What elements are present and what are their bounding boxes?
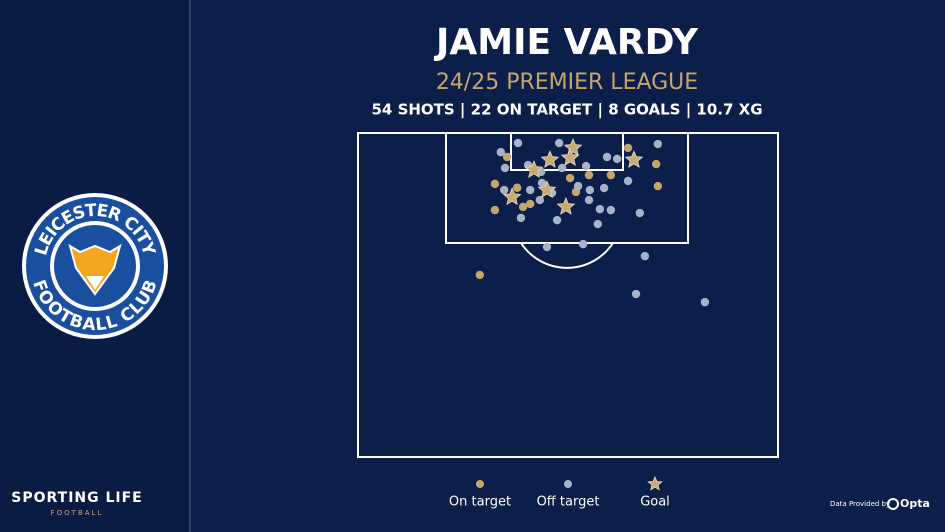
shot-marker [623, 143, 633, 153]
shot-marker [606, 170, 616, 180]
shot-marker [476, 480, 484, 488]
shots [475, 138, 710, 307]
goal-marker [502, 187, 522, 206]
goal-marker [540, 150, 560, 168]
shot-marker [475, 270, 484, 280]
shot-marker [518, 202, 528, 212]
shot-marker [526, 185, 535, 195]
shot-marker [535, 195, 545, 205]
data-provider: Opta [900, 497, 930, 510]
shot-marker [526, 199, 535, 209]
shot-marker [513, 138, 523, 148]
shot-marker [578, 239, 588, 249]
goal-marker [624, 150, 644, 168]
shot-marker [595, 204, 605, 214]
shot-marker [502, 152, 512, 162]
shot-marker [700, 297, 710, 307]
goal-marker [647, 475, 663, 491]
brand: SPORTING LIFE [11, 490, 143, 506]
shot-marker [512, 183, 522, 192]
shot-marker [496, 147, 505, 157]
goal-marker [563, 138, 583, 156]
provider-logo [887, 498, 899, 510]
chart-subtitle: 24/25 PREMIER LEAGUE [436, 70, 698, 95]
shot-marker [490, 179, 500, 189]
shot-marker [542, 242, 552, 252]
goal-marker [524, 160, 544, 178]
shot-marker [585, 185, 595, 195]
shot-marker [640, 251, 650, 261]
shot-marker [602, 152, 612, 162]
fox-head [68, 243, 122, 296]
chart-title: JAMIE VARDY [433, 22, 699, 63]
shot-marker [652, 159, 661, 169]
legend-label: On target [449, 495, 511, 510]
shot-marker [554, 138, 564, 148]
shot-marker [584, 170, 594, 180]
goal-marker [537, 180, 557, 199]
stats-line: 54 SHOTS | 22 ON TARGET | 8 GOALS | 10.7… [371, 101, 762, 120]
shot-marker [564, 480, 572, 488]
shot-marker [635, 208, 645, 218]
shot-marker [557, 163, 567, 173]
shot-marker [500, 163, 510, 173]
shot-marker [653, 181, 663, 191]
shot-marker [623, 176, 633, 186]
legend: On target Off target Goal [449, 475, 670, 510]
brand-sub: FOOTBALL [51, 509, 104, 517]
pitch [357, 132, 779, 458]
shot-marker [565, 173, 575, 183]
penalty-arc [520, 242, 614, 269]
shot-marker [631, 289, 641, 299]
goal-marker [556, 197, 576, 215]
shot-marker [499, 185, 509, 195]
club-badge: LEICESTER CITY FOOTBALL CLUB [22, 193, 168, 339]
shot-marker [516, 213, 526, 223]
shot-marker [606, 205, 616, 215]
shot-marker [581, 161, 591, 171]
six-yard-box [510, 132, 624, 171]
shot-marker [593, 219, 603, 229]
shot-marker [612, 154, 622, 164]
legend-label: Off target [537, 495, 600, 510]
shot-marker [537, 178, 547, 188]
legend-label: Goal [640, 495, 670, 510]
shot-marker [584, 195, 594, 205]
shot-marker [653, 139, 663, 149]
shot-marker [490, 205, 500, 215]
shot-marker [599, 183, 609, 193]
goal-marker [560, 148, 580, 166]
shot-marker [573, 181, 583, 191]
data-credit: Data Provided by [830, 500, 890, 508]
shot-marker [552, 215, 562, 225]
fox-muzzle [86, 276, 104, 290]
